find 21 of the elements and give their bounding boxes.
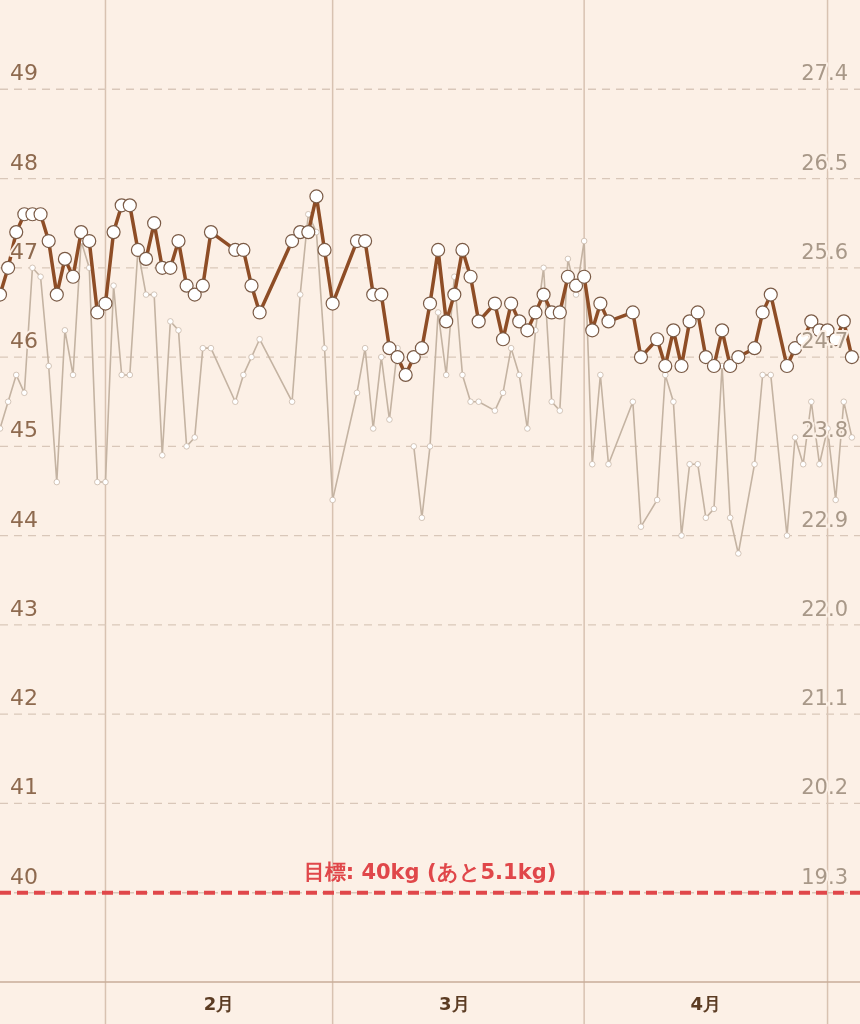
y2-tick-label: 20.2 [801, 775, 848, 800]
y2-tick-label: 27.4 [801, 61, 848, 86]
y-tick-label: 48 [10, 149, 38, 175]
y2-tick-label: 21.1 [801, 686, 848, 711]
x-tick-label: 4月 [690, 993, 722, 1014]
y2-tick-label: 19.3 [801, 864, 848, 889]
y2-tick-label: 25.6 [801, 239, 848, 264]
x-tick-label: 2月 [203, 993, 235, 1014]
y-tick-label: 40 [10, 863, 38, 889]
y-tick-label: 46 [10, 328, 38, 354]
y-tick-label: 45 [10, 417, 38, 443]
ref-line-label: 目標: 40kg (あと5.1kg) [303, 859, 557, 884]
y2-tick-label: 22.9 [801, 507, 848, 532]
y-tick-label: 44 [10, 506, 38, 532]
y2-tick-label: 22.0 [801, 596, 848, 621]
y-tick-label: 42 [10, 685, 38, 711]
y2-tick-label: 26.5 [801, 150, 848, 175]
y-tick-label: 43 [10, 595, 38, 621]
y-tick-label: 41 [10, 774, 38, 800]
x-tick-label: 3月 [439, 993, 470, 1014]
y-tick-label: 49 [10, 60, 38, 86]
